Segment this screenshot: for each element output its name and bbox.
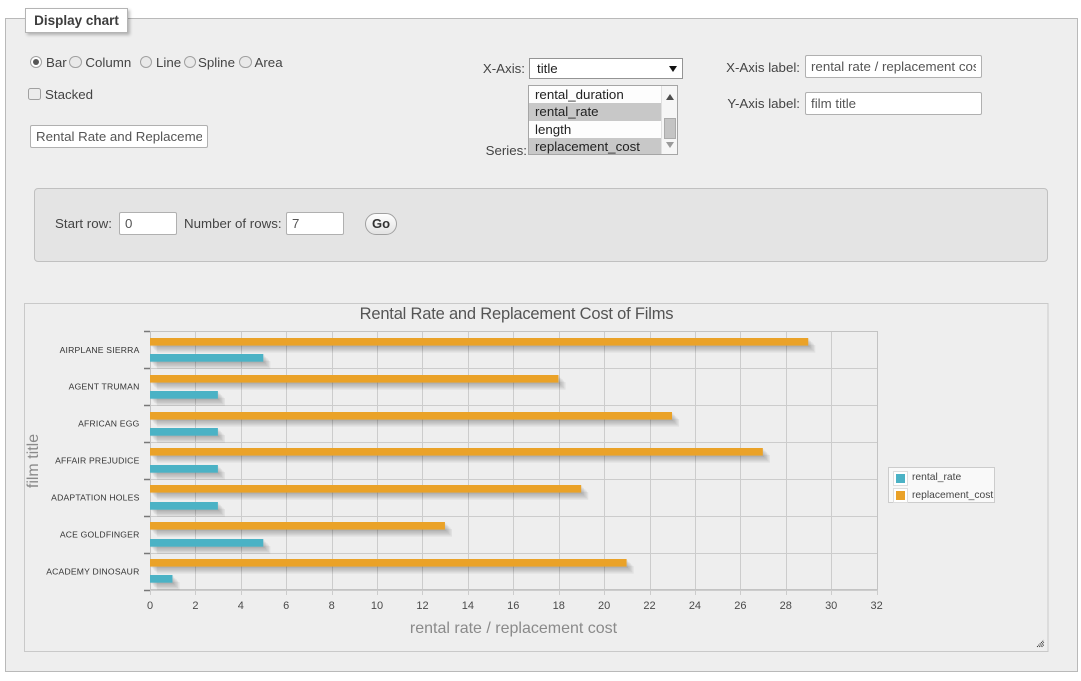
svg-text:14: 14 xyxy=(462,600,474,612)
svg-text:28: 28 xyxy=(780,600,792,612)
svg-text:AFRICAN EGG: AFRICAN EGG xyxy=(78,419,140,429)
svg-text:ACADEMY DINOSAUR: ACADEMY DINOSAUR xyxy=(46,566,139,576)
svg-text:32: 32 xyxy=(870,600,882,612)
svg-text:12: 12 xyxy=(416,600,428,612)
svg-text:2: 2 xyxy=(192,600,198,612)
svg-text:AGENT TRUMAN: AGENT TRUMAN xyxy=(69,382,140,392)
svg-text:10: 10 xyxy=(371,600,383,612)
svg-text:0: 0 xyxy=(147,600,153,612)
svg-text:4: 4 xyxy=(238,600,244,612)
svg-text:20: 20 xyxy=(598,600,610,612)
svg-text:6: 6 xyxy=(283,600,289,612)
svg-text:8: 8 xyxy=(329,600,335,612)
svg-text:ACE GOLDFINGER: ACE GOLDFINGER xyxy=(60,529,140,539)
svg-text:22: 22 xyxy=(643,600,655,612)
svg-text:24: 24 xyxy=(689,600,701,612)
svg-text:AIRPLANE SIERRA: AIRPLANE SIERRA xyxy=(60,345,140,355)
svg-text:ADAPTATION HOLES: ADAPTATION HOLES xyxy=(51,492,139,502)
svg-text:30: 30 xyxy=(825,600,837,612)
svg-text:26: 26 xyxy=(734,600,746,612)
svg-text:18: 18 xyxy=(553,600,565,612)
svg-text:16: 16 xyxy=(507,600,519,612)
svg-text:AFFAIR PREJUDICE: AFFAIR PREJUDICE xyxy=(55,456,139,466)
